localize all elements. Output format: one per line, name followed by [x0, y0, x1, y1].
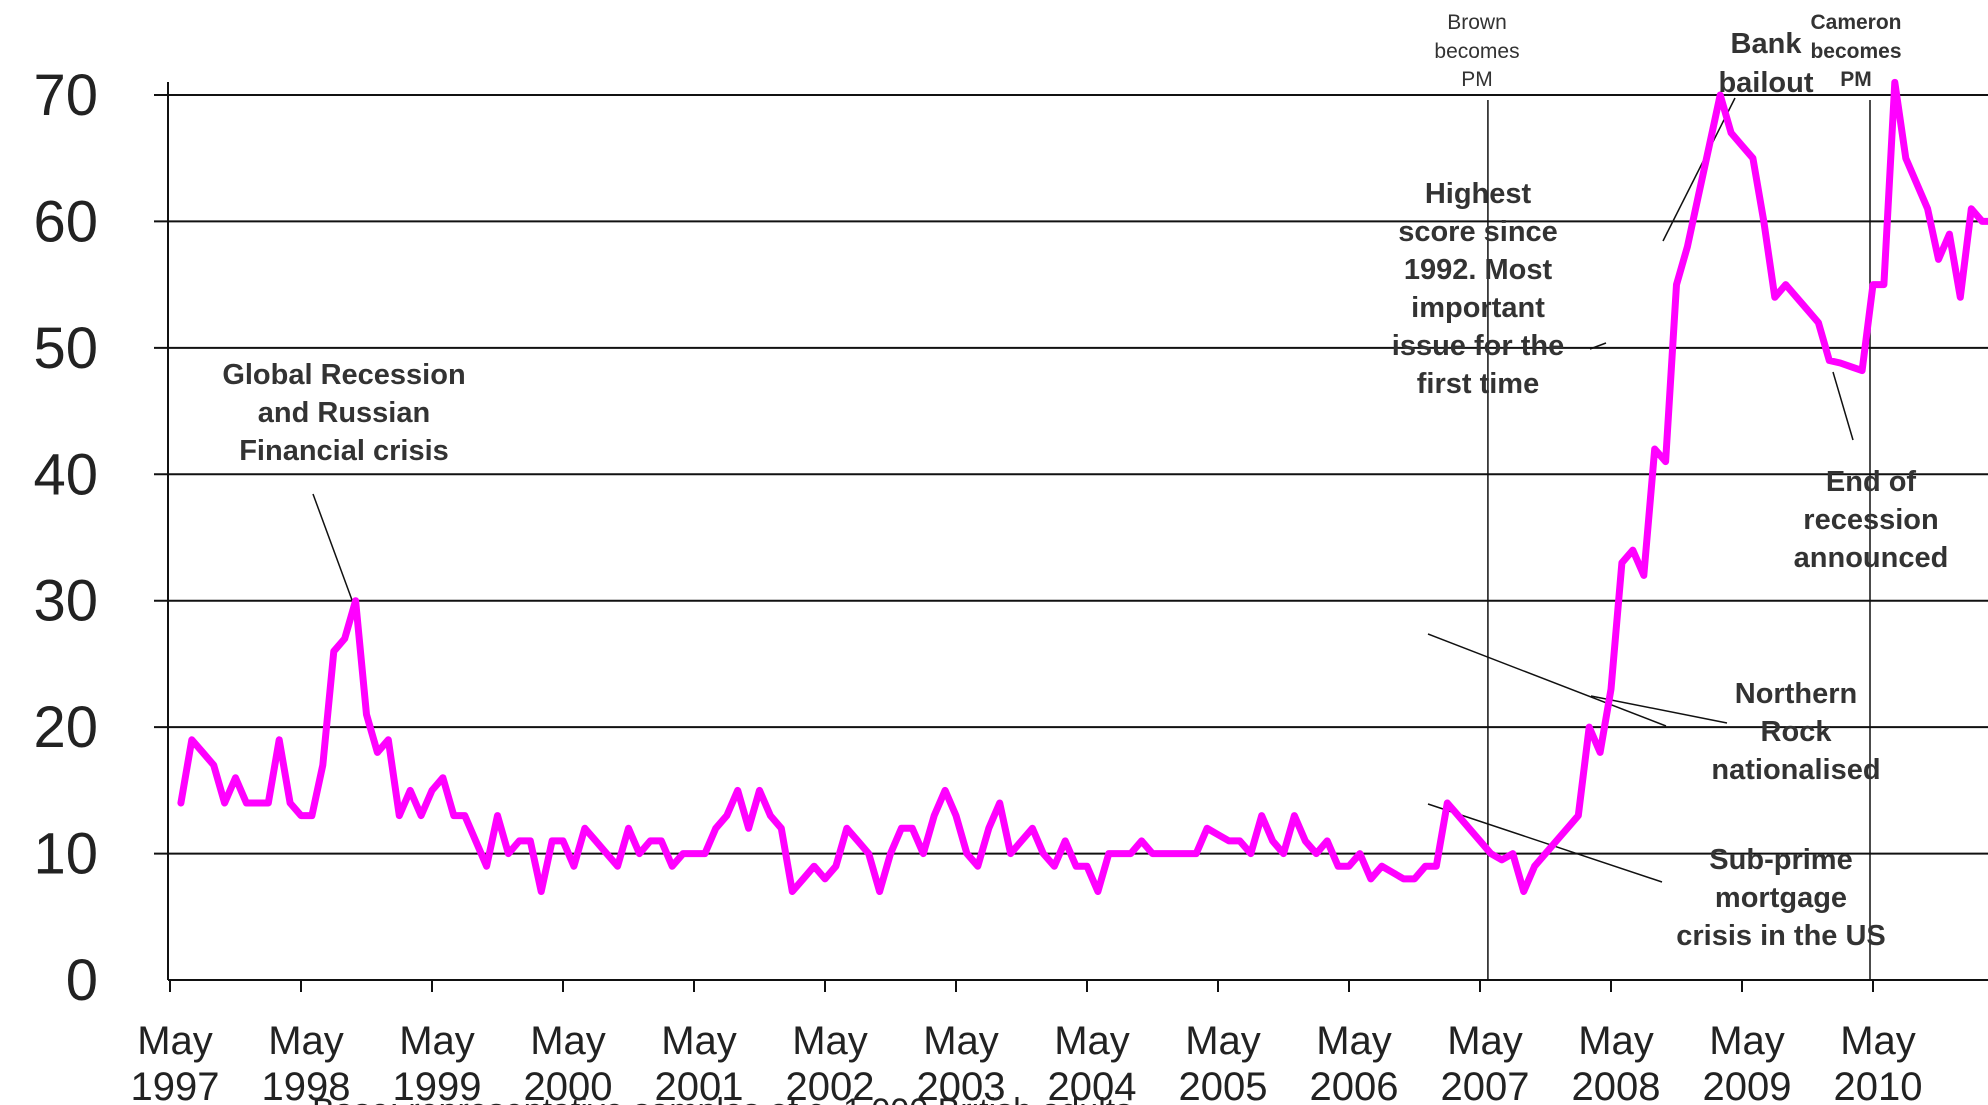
annotation-text: Financial crisis — [239, 435, 449, 467]
x-tick-label: 2002 — [786, 1065, 875, 1105]
y-tick-label: 10 — [33, 822, 98, 887]
x-tick-label: 1998 — [262, 1065, 351, 1105]
annotation-text: bailout — [1718, 67, 1813, 99]
event-label: PM — [1461, 68, 1493, 91]
x-tick-label: 2005 — [1179, 1065, 1268, 1105]
event-label: PM — [1840, 68, 1872, 91]
y-tick-label: 30 — [33, 569, 98, 634]
annotation-text: nationalised — [1711, 754, 1880, 786]
chart-caption: Base: representative samples of c. 1,000… — [312, 1092, 1132, 1105]
annotation-leader-lines — [312, 97, 1854, 883]
x-tick-label: 2001 — [655, 1065, 744, 1105]
annotation-text: first time — [1417, 368, 1539, 400]
annotation-leader-line — [1590, 695, 1728, 724]
x-tick-label: 2009 — [1703, 1065, 1792, 1105]
annotation-text: score since — [1398, 216, 1558, 248]
annotation-text: mortgage — [1715, 882, 1847, 914]
x-tick-label: May — [923, 1019, 999, 1063]
annotation-text: Global Recession — [222, 359, 465, 391]
x-tick-label: 1999 — [393, 1065, 482, 1105]
x-tick-label: May — [399, 1019, 475, 1063]
annotation-leader-line — [1427, 633, 1667, 727]
x-tick-label: 2007 — [1441, 1065, 1530, 1105]
annotation-text: and Russian — [258, 397, 430, 429]
annotation-leader-line — [312, 493, 353, 601]
annotation-text: Bank — [1731, 28, 1803, 60]
y-tick-label: 0 — [66, 948, 98, 1013]
axes — [167, 82, 1988, 981]
event-markers: Brown becomes PM Cameron becomes PM — [1434, 11, 1902, 980]
annotation-text: Highest — [1425, 178, 1532, 210]
x-tick-label: May — [1578, 1019, 1654, 1063]
x-tick-label: 2008 — [1572, 1065, 1661, 1105]
x-tick-label: 2003 — [917, 1065, 1006, 1105]
x-tick-label: 2006 — [1310, 1065, 1399, 1105]
event-label: becomes — [1434, 40, 1519, 63]
annotation-text: Rock — [1761, 716, 1833, 748]
event-label: Cameron — [1810, 11, 1901, 34]
x-tick-label: May — [1709, 1019, 1785, 1063]
annotation-text: Sub-prime — [1709, 844, 1852, 876]
annotation-text: crisis in the US — [1676, 920, 1886, 952]
y-tick-label: 40 — [33, 442, 98, 507]
x-tick-label: May — [1316, 1019, 1392, 1063]
annotation-text: important — [1411, 292, 1545, 324]
annotation-leader-line — [1832, 371, 1854, 441]
annotation-text: 1992. Most — [1404, 254, 1553, 286]
x-tick-label: May — [661, 1019, 737, 1063]
event-label: Brown — [1447, 11, 1507, 34]
annotation-text: announced — [1794, 542, 1949, 574]
x-tick-label: May — [1840, 1019, 1916, 1063]
annotation-text: issue for the — [1392, 330, 1564, 362]
y-tick-label: 60 — [33, 189, 98, 254]
annotation-leader-line — [1427, 803, 1663, 883]
y-tick-label: 50 — [33, 316, 98, 381]
x-tick-label: 2010 — [1834, 1065, 1923, 1105]
y-tick-label: 20 — [33, 695, 98, 760]
annotation-leader-line — [1662, 97, 1736, 242]
x-tick-label: 1997 — [131, 1065, 220, 1105]
event-label: becomes — [1810, 40, 1901, 63]
x-tick-label: May — [792, 1019, 868, 1063]
annotation-text: recession — [1803, 504, 1938, 536]
x-tick-label: May — [137, 1019, 213, 1063]
gridlines — [154, 94, 1988, 855]
data-series — [177, 78, 1988, 895]
annotation-text: End of — [1826, 466, 1917, 498]
x-tick-label: May — [530, 1019, 606, 1063]
x-tick-label: May — [1054, 1019, 1130, 1063]
x-tick-label: May — [268, 1019, 344, 1063]
y-axis-ticks: 0 10 20 30 40 50 60 70 — [33, 63, 98, 1013]
x-tick-label: 2004 — [1048, 1065, 1137, 1105]
x-axis-ticks: May1997May1998May1999May2000May2001May20… — [131, 980, 1923, 1105]
annotations: Global Recession and Russian Financial cri… — [222, 28, 1948, 952]
annotation-leader-line — [1589, 342, 1607, 350]
annotation-text: Northern — [1735, 678, 1857, 710]
x-tick-label: May — [1447, 1019, 1523, 1063]
y-tick-label: 70 — [33, 63, 98, 128]
x-tick-label: 2000 — [524, 1065, 613, 1105]
x-tick-label: May — [1185, 1019, 1261, 1063]
